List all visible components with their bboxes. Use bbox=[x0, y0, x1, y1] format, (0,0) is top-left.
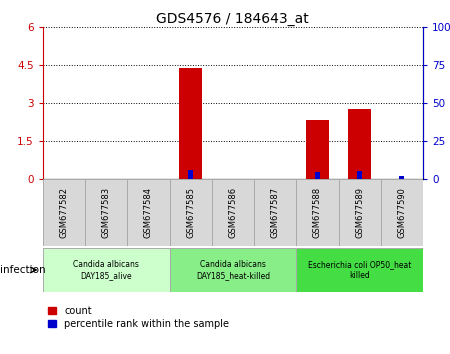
FancyBboxPatch shape bbox=[338, 179, 381, 246]
Bar bbox=[348, 109, 371, 179]
FancyBboxPatch shape bbox=[43, 179, 85, 246]
Text: GSM677590: GSM677590 bbox=[397, 187, 406, 238]
Text: infection: infection bbox=[0, 265, 46, 275]
FancyBboxPatch shape bbox=[254, 179, 296, 246]
Text: GSM677582: GSM677582 bbox=[59, 187, 68, 238]
Bar bbox=[306, 120, 329, 179]
Bar bbox=[357, 171, 362, 179]
FancyBboxPatch shape bbox=[43, 248, 170, 292]
Bar bbox=[179, 68, 202, 179]
Text: GSM677583: GSM677583 bbox=[102, 187, 111, 238]
Text: Escherichia coli OP50_heat
killed: Escherichia coli OP50_heat killed bbox=[308, 260, 411, 280]
FancyBboxPatch shape bbox=[85, 179, 127, 246]
Bar bbox=[399, 177, 405, 179]
Text: GSM677585: GSM677585 bbox=[186, 187, 195, 238]
FancyBboxPatch shape bbox=[381, 179, 423, 246]
Text: GSM677588: GSM677588 bbox=[313, 187, 322, 238]
FancyBboxPatch shape bbox=[296, 179, 338, 246]
Legend: count, percentile rank within the sample: count, percentile rank within the sample bbox=[48, 306, 229, 329]
Title: GDS4576 / 184643_at: GDS4576 / 184643_at bbox=[157, 12, 309, 25]
Bar bbox=[315, 172, 320, 179]
Text: GSM677586: GSM677586 bbox=[228, 187, 238, 238]
FancyBboxPatch shape bbox=[296, 248, 423, 292]
Bar bbox=[188, 170, 193, 179]
FancyBboxPatch shape bbox=[212, 179, 254, 246]
Text: Candida albicans
DAY185_heat-killed: Candida albicans DAY185_heat-killed bbox=[196, 260, 270, 280]
FancyBboxPatch shape bbox=[170, 179, 212, 246]
FancyBboxPatch shape bbox=[170, 248, 296, 292]
Text: GSM677587: GSM677587 bbox=[270, 187, 279, 238]
Text: Candida albicans
DAY185_alive: Candida albicans DAY185_alive bbox=[73, 260, 139, 280]
FancyBboxPatch shape bbox=[127, 179, 170, 246]
Text: GSM677584: GSM677584 bbox=[144, 187, 153, 238]
Text: GSM677589: GSM677589 bbox=[355, 187, 364, 238]
